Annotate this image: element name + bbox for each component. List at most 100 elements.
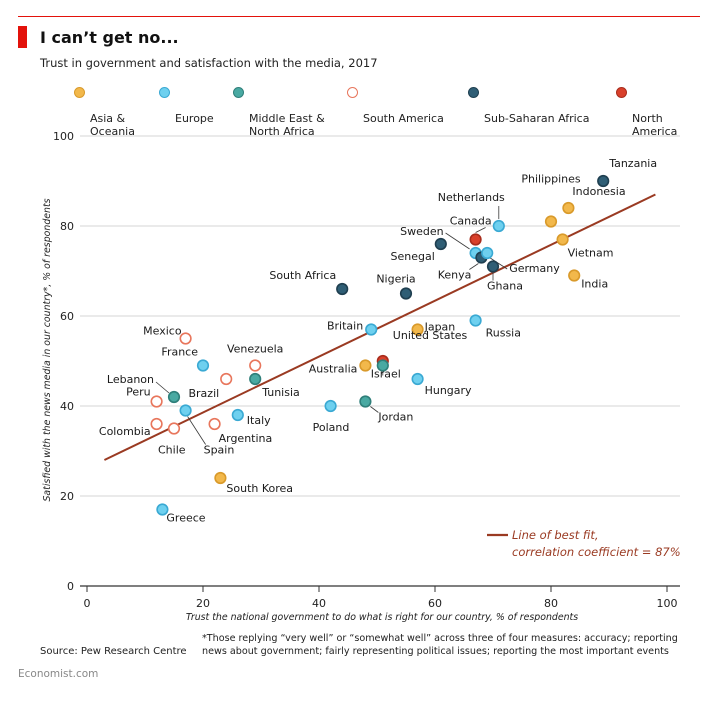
point-venezuela (249, 359, 262, 372)
leader-lines (155, 206, 508, 445)
x-axis-label: Trust the national government to do what… (186, 612, 578, 623)
tick-labels: 0 20 40 60 80 100 0 20 40 60 80 100 (53, 130, 678, 610)
brand-credit: Economist.com (18, 668, 99, 680)
legend-label-north-america: North America (632, 112, 678, 138)
x-tick-20: 20 (196, 597, 210, 610)
label-jordan: Jordan (377, 411, 413, 424)
x-tick-60: 60 (428, 597, 442, 610)
point-poland (324, 399, 337, 413)
point-canada (469, 233, 482, 246)
label-venezuela: Venezuela (227, 343, 284, 356)
legend: Asia & Oceania Europe Middle East & Nort… (72, 86, 702, 138)
point-russia (469, 314, 482, 327)
legend-label-africa: Sub-Saharan Africa (484, 112, 590, 125)
label-philippines: Philippines (521, 173, 581, 186)
y-tick-40: 40 (60, 400, 74, 413)
legend-label-south-america: South America (363, 112, 444, 125)
legend-swatch-asia (74, 87, 85, 98)
accent-rule (18, 16, 700, 17)
y-tick-60: 60 (60, 310, 74, 323)
point-vietnam (556, 233, 569, 246)
accent-tag (18, 26, 27, 48)
label-tunisia: Tunisia (261, 386, 300, 399)
data-points (150, 174, 610, 516)
legend-label-europe: Europe (175, 112, 214, 125)
legend-label-asia: Asia & Oceania (90, 112, 135, 138)
label-sweden: Sweden (400, 225, 443, 238)
point-greece (156, 503, 169, 516)
label-italy: Italy (247, 414, 271, 427)
leader-sweden (445, 232, 470, 250)
label-indonesia: Indonesia (572, 185, 625, 198)
label-germany: Germany (509, 262, 560, 275)
label-ghana: Ghana (487, 280, 523, 293)
leader-canada (475, 227, 486, 233)
point-south-korea (214, 471, 227, 485)
chart-title: I can’t get no... (40, 28, 179, 47)
trend-line-label-1: Line of best fit, (512, 528, 599, 542)
point-philippines (544, 215, 558, 228)
leader-kenya (469, 263, 479, 270)
point-south-africa (336, 282, 349, 296)
legend-item-north-america: North America (616, 86, 678, 138)
point-colombia (150, 417, 163, 431)
label-south-africa: South Africa (269, 269, 336, 282)
leader-lebanon (155, 381, 170, 394)
label-chile: Chile (158, 444, 186, 457)
label-united-states: United States (393, 329, 468, 342)
point-australia (359, 359, 372, 372)
point-argentina (208, 417, 221, 431)
point-tunisia (249, 372, 262, 386)
legend-item-south-america: South America (347, 86, 444, 125)
footnote: *Those replying “very well” or “somewhat… (202, 633, 678, 657)
legend-item-africa: Sub-Saharan Africa (468, 86, 590, 125)
label-tanzania: Tanzania (608, 157, 657, 170)
legend-label-mena: Middle East & North Africa (249, 112, 325, 138)
label-netherlands: Netherlands (438, 191, 505, 204)
leader-spain (187, 416, 206, 445)
legend-swatch-africa (468, 87, 479, 98)
label-hungary: Hungary (425, 384, 472, 397)
leader-germany (489, 257, 508, 270)
point-japan (411, 323, 424, 336)
label-nigeria: Nigeria (376, 273, 415, 286)
legend-item-mena: Middle East & North Africa (233, 86, 325, 138)
label-mexico: Mexico (143, 325, 182, 338)
label-peru: Peru (126, 386, 151, 399)
legend-item-asia: Asia & Oceania (74, 86, 135, 138)
label-argentina: Argentina (219, 432, 273, 445)
label-vietnam: Vietnam (568, 247, 614, 260)
legend-item-europe: Europe (159, 86, 214, 125)
gridlines (80, 135, 680, 592)
y-tick-20: 20 (60, 490, 74, 503)
label-russia: Russia (486, 327, 521, 340)
x-tick-0: 0 (84, 597, 91, 610)
y-axis-label: Satisfied with the news media in our cou… (42, 198, 53, 501)
point-france (196, 359, 210, 372)
label-brazil: Brazil (188, 387, 219, 400)
y-tick-0: 0 (67, 580, 74, 593)
point-britain (365, 323, 378, 336)
point-ghana (486, 260, 500, 273)
point-tanzania (597, 174, 610, 188)
legend-swatch-mena (233, 87, 244, 98)
point-india (568, 269, 581, 282)
label-japan: Japan (424, 321, 456, 334)
leader-jordan (370, 406, 379, 413)
point-hungary (411, 372, 424, 386)
label-lebanon: Lebanon (107, 373, 154, 386)
label-spain: Spain (204, 444, 235, 457)
point-chile (167, 422, 181, 435)
chart-subtitle: Trust in government and satisfaction wit… (40, 56, 378, 70)
point-peru (150, 395, 163, 408)
point-israel (376, 359, 389, 372)
point-indonesia (562, 201, 575, 215)
point-jordan (359, 395, 372, 408)
trend-line-label-2: correlation coefficient = 87% (512, 545, 681, 559)
label-senegal: Senegal (391, 250, 435, 263)
point-spain (179, 404, 192, 417)
y-tick-80: 80 (60, 220, 74, 233)
